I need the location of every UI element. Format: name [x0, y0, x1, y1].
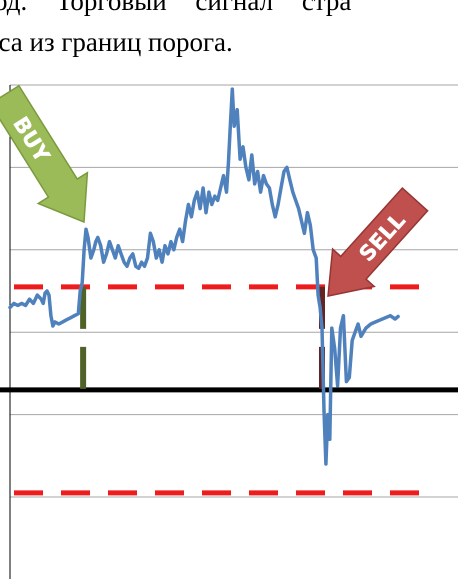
gridlines	[10, 84, 458, 498]
series-line	[8, 87, 400, 466]
sell-arrow: SELL	[327, 186, 429, 297]
buy-arrow: BUY	[0, 84, 89, 224]
paragraph-line-1: од. Торговый сигнал стра	[0, 0, 352, 16]
sell-arrow-icon	[327, 186, 429, 297]
paragraph-line-2: кса из границ порога.	[0, 27, 233, 57]
buy-arrow-icon	[0, 84, 89, 224]
signal-markers	[80, 286, 325, 390]
